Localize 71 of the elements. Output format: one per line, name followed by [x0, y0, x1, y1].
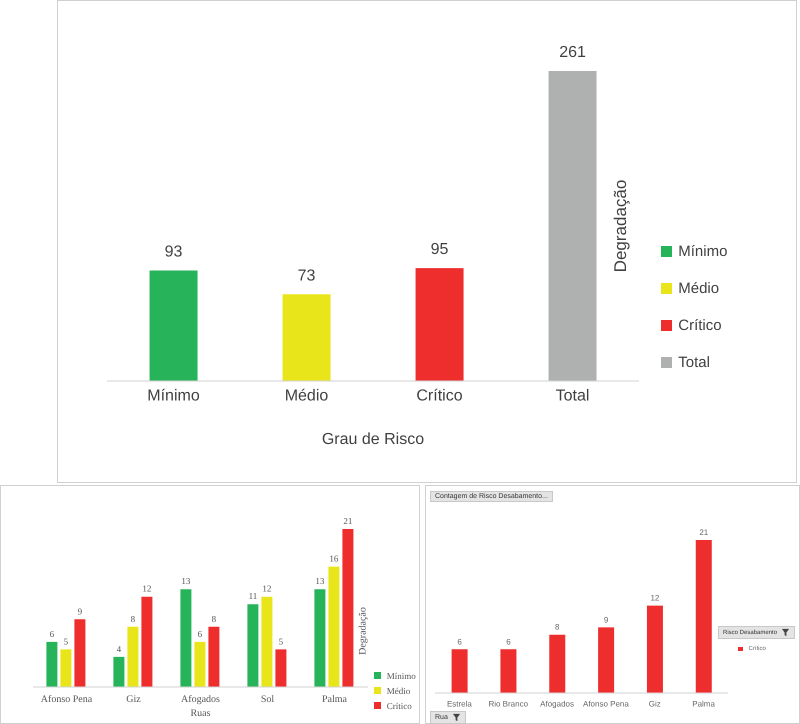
data-label: 6 — [198, 628, 203, 639]
bar — [328, 566, 340, 687]
x-tick-label: Estrela — [446, 700, 472, 709]
legend-label: Crítico — [678, 317, 722, 334]
bar — [261, 596, 272, 687]
legend-label: Médio — [678, 280, 720, 297]
y-axis-title: Degradação — [358, 607, 368, 655]
data-label: 21 — [343, 516, 352, 526]
x-tick-label: Giz — [648, 700, 661, 709]
legend-label: Médio — [386, 686, 410, 696]
x-tick-label: Afonso Pena — [40, 694, 93, 706]
data-label: 13 — [181, 576, 191, 586]
bar — [60, 649, 72, 687]
bar — [342, 529, 354, 687]
bar — [275, 649, 286, 687]
x-tick-label: Afonso Pena — [583, 700, 630, 709]
x-tick-label: Giz — [126, 694, 142, 706]
data-label: 4 — [116, 644, 122, 654]
data-label: 5 — [64, 636, 69, 646]
x-tick-label: Total — [556, 387, 590, 404]
bar — [500, 649, 516, 693]
x-tick-label: Palma — [692, 700, 716, 709]
data-label: 261 — [559, 44, 586, 61]
legend-label: Total — [678, 354, 710, 371]
x-tick-label: Crítico — [416, 387, 463, 404]
bar — [113, 656, 124, 687]
bar — [696, 540, 712, 693]
bar — [452, 649, 468, 693]
data-label: 12 — [142, 584, 152, 594]
bar — [247, 604, 258, 687]
data-label: 12 — [650, 594, 660, 603]
x-tick-label: Médio — [284, 387, 328, 404]
data-label: 73 — [298, 267, 316, 284]
data-label: 12 — [262, 584, 272, 594]
data-label: 9 — [78, 606, 83, 616]
data-label: 16 — [329, 554, 339, 564]
data-label: 21 — [699, 528, 709, 537]
bar — [598, 627, 614, 693]
data-label: 93 — [164, 244, 183, 261]
data-label: 8 — [555, 622, 560, 632]
bar — [180, 589, 192, 687]
bar — [549, 634, 566, 693]
data-label: 95 — [430, 241, 449, 258]
bar — [646, 606, 663, 693]
y-axis-title: Degradação — [611, 180, 631, 272]
data-label: 6 — [506, 637, 512, 646]
data-label: 5 — [278, 636, 284, 646]
bar — [208, 626, 220, 687]
data-label: 11 — [248, 591, 258, 602]
x-axis-title: Ruas — [190, 708, 212, 719]
legend-label: Mínimo — [678, 243, 728, 260]
data-label: 6 — [457, 637, 462, 646]
data-label: 13 — [315, 576, 325, 586]
x-tick-label: Sol — [260, 694, 274, 706]
x-tick-label: Palma — [322, 694, 348, 706]
bar — [74, 619, 86, 687]
bar — [127, 626, 138, 687]
bar — [314, 589, 326, 687]
data-label: 8 — [212, 614, 217, 624]
legend-label: Mínimo — [386, 670, 416, 680]
x-axis-title: Grau de Risco — [320, 431, 426, 449]
bar — [194, 642, 206, 687]
data-label: 6 — [50, 628, 55, 639]
x-tick-label: Mínimo — [147, 387, 200, 404]
bar — [141, 596, 152, 687]
data-label: 9 — [604, 615, 609, 624]
bar — [46, 642, 58, 687]
x-tick-label: Afogados — [540, 700, 574, 709]
data-label: 8 — [130, 614, 136, 624]
x-tick-label: Rio Branco — [488, 700, 529, 709]
x-tick-label: Afogados — [181, 694, 220, 706]
